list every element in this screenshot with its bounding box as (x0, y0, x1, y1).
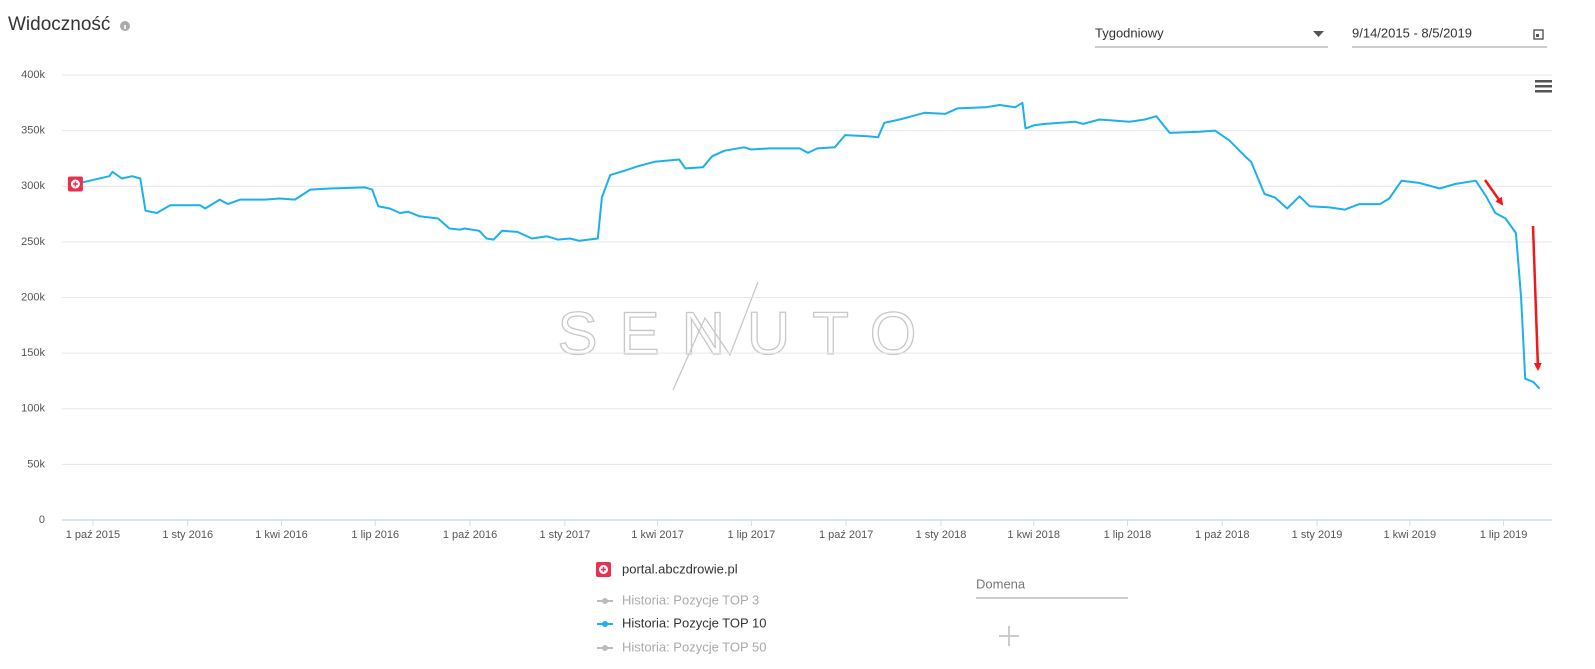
title: Widoczność (8, 14, 110, 35)
watermark: SENUTO (557, 281, 939, 391)
x-tick-label: 1 paź 2015 (66, 529, 120, 541)
calendar-icon (1533, 29, 1544, 40)
domain-name: portal.abczdrowie.pl (622, 561, 738, 576)
legend-item[interactable]: Historia: Pozycje TOP 50 (597, 639, 767, 654)
x-tick-label: 1 kwi 2016 (255, 529, 308, 541)
annotation-arrow (1483, 179, 1504, 206)
x-tick-label: 1 kwi 2017 (631, 529, 684, 541)
x-tick-label: 1 kwi 2019 (1384, 529, 1437, 541)
y-tick-label: 100k (21, 403, 45, 415)
info-icon-glyph (124, 25, 126, 29)
x-tick-label: 1 sty 2017 (539, 529, 590, 541)
menu-bar (1535, 80, 1552, 83)
menu-bar (1535, 85, 1552, 88)
x-tick-label: 1 sty 2019 (1292, 529, 1343, 541)
period-select[interactable]: Tygodniowy (1095, 25, 1328, 48)
legend-dot (602, 598, 608, 604)
watermark-logo (672, 281, 759, 391)
y-tick-label: 200k (21, 291, 45, 303)
start-marker-cross (72, 181, 78, 187)
domain-field[interactable]: Domena (976, 576, 1128, 599)
legend: portal.abczdrowie.pl Historia: Pozycje T… (596, 561, 767, 654)
x-tick-label: 1 lip 2016 (351, 529, 399, 541)
menu-bar (1535, 90, 1552, 93)
domain-placeholder: Domena (976, 576, 1026, 591)
y-tick-label: 0 (39, 514, 45, 526)
y-tick-label: 400k (21, 69, 45, 81)
legend-dot (602, 645, 608, 651)
y-tick-label: 300k (21, 180, 45, 192)
x-tick-label: 1 sty 2016 (162, 529, 213, 541)
x-tick-label: 1 sty 2018 (916, 529, 967, 541)
x-tick-label: 1 paź 2016 (443, 529, 497, 541)
series-line (75, 101, 1541, 390)
legend-label: Historia: Pozycje TOP 50 (622, 639, 767, 654)
x-tick-label: 1 paź 2018 (1195, 529, 1249, 541)
menu-icon[interactable] (1535, 80, 1552, 93)
annotation-arrow (1531, 225, 1542, 371)
y-tick-label: 350k (21, 125, 45, 137)
legend-dot (602, 621, 608, 627)
legend-item[interactable]: Historia: Pozycje TOP 3 (597, 592, 759, 607)
y-tick-label: 50k (27, 458, 45, 470)
add-button[interactable] (999, 626, 1019, 646)
legend-label: Historia: Pozycje TOP 10 (622, 615, 767, 630)
y-tick-label: 150k (21, 347, 45, 359)
y-tick-label: 250k (21, 236, 45, 248)
dropdown-arrow (1313, 31, 1324, 37)
x-tick-label: 1 kwi 2018 (1007, 529, 1060, 541)
legend-item[interactable]: Historia: Pozycje TOP 10 (597, 615, 767, 630)
x-tick-label: 1 lip 2019 (1480, 529, 1528, 541)
x-tick-label: 1 paź 2017 (819, 529, 873, 541)
watermark-text: SENUTO (558, 300, 939, 367)
domain-icon-cross (601, 567, 606, 572)
x-tick-label: 1 lip 2017 (727, 529, 775, 541)
calendar-day (1536, 34, 1539, 37)
period-value: Tygodniowy (1095, 25, 1164, 40)
date-range-input[interactable]: 9/14/2015 - 8/5/2019 (1352, 25, 1547, 48)
date-range: 9/14/2015 - 8/5/2019 (1352, 25, 1472, 40)
x-tick-label: 1 lip 2018 (1104, 529, 1152, 541)
plot: 0 50k 100k 150k 200k 250k 300k 350k 400k 1 paź 20… (21, 69, 1552, 541)
legend-label: Historia: Pozycje TOP 3 (622, 592, 759, 607)
